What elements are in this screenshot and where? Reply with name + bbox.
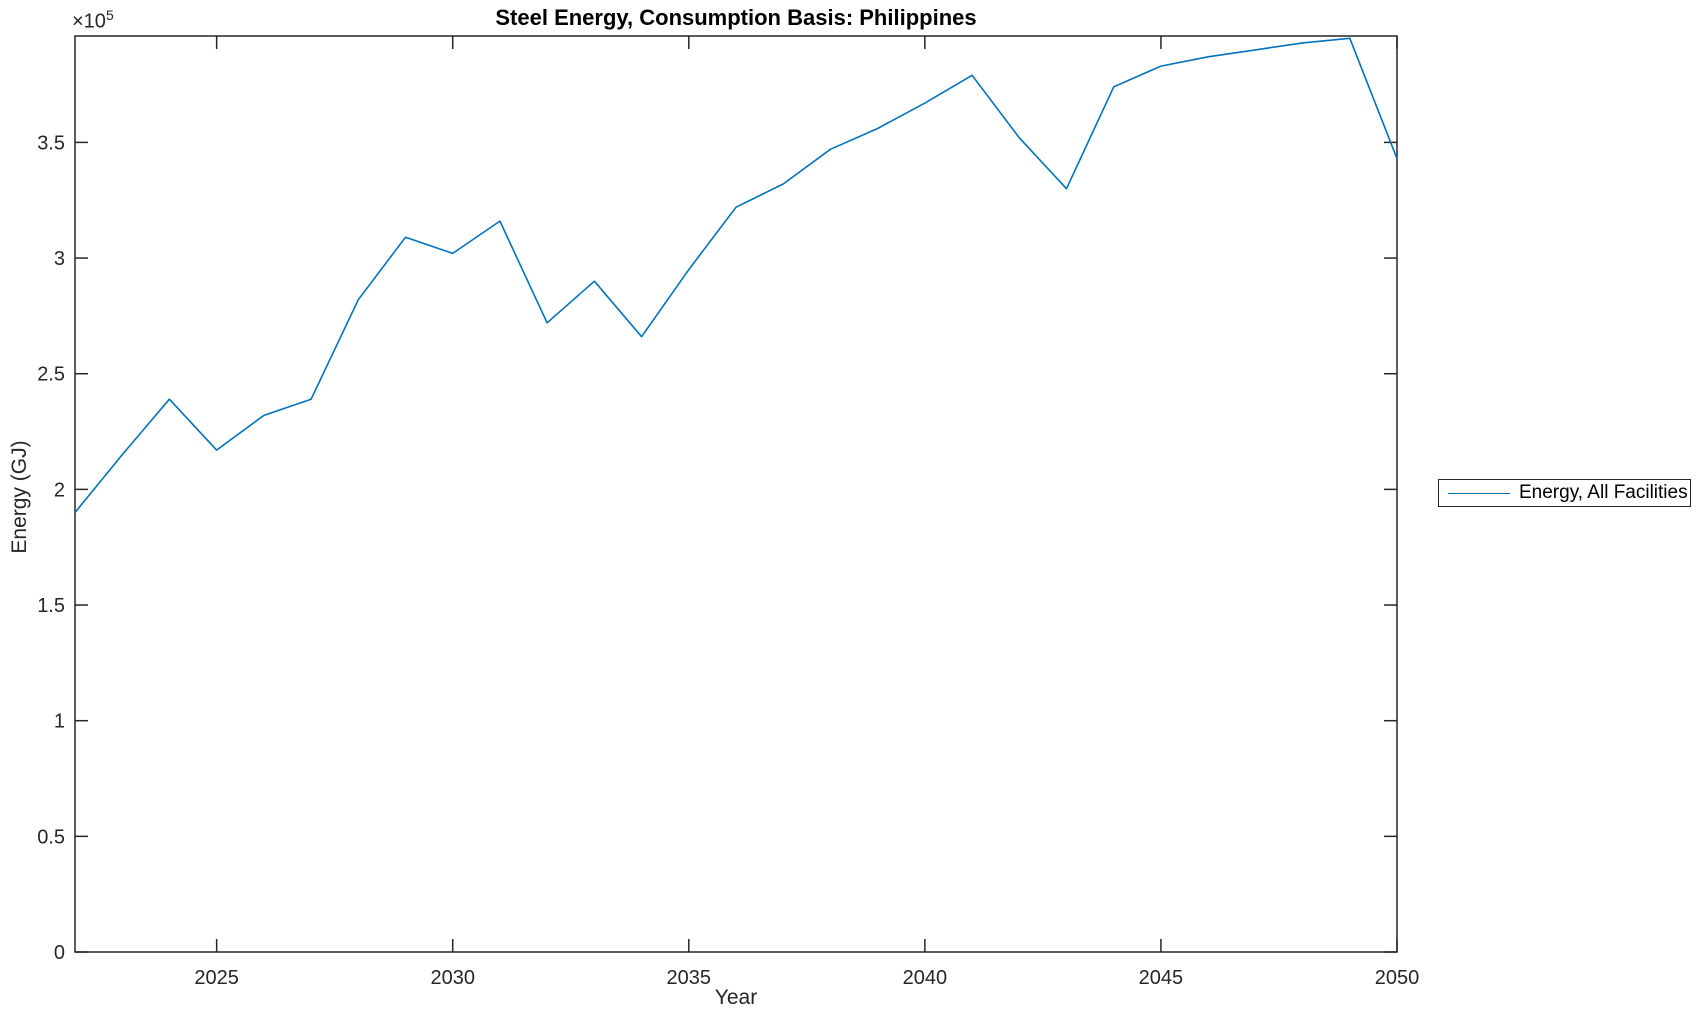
legend-line-sample-icon [1448,492,1510,494]
y-axis-multiplier-base: ×10 [72,10,106,33]
y-tick-label: 3.5 [37,132,65,154]
x-tick-label: 2045 [1139,967,1184,989]
x-tick-label: 2035 [667,967,712,989]
chart-title: Steel Energy, Consumption Basis: Philipp… [495,5,977,30]
x-tick-label: 2030 [430,967,475,989]
legend-entry-label: Energy, All Facilities [1519,482,1688,503]
axes-box [74,35,1398,953]
x-tick-label: 2050 [1375,967,1420,989]
y-axis-multiplier: ×105 [72,7,114,34]
y-tick-label: 2 [54,479,65,501]
y-axis-label: Energy (GJ) [8,440,31,554]
x-tick-label: 2040 [903,967,948,989]
y-tick-label: 1.5 [37,595,65,617]
y-tick-label: 1 [54,711,65,733]
data-line-energy-all-facilities [74,37,1398,514]
y-tick-label: 3 [54,248,65,270]
x-tick-label: 2025 [194,967,239,989]
y-tick-label: 0.5 [37,826,65,848]
legend: Energy, All Facilities [1438,479,1691,507]
y-axis-multiplier-exponent: 5 [105,7,114,23]
y-tick-label: 2.5 [37,364,65,386]
x-axis-label: Year [714,986,758,1009]
y-tick-label: 0 [54,942,65,964]
